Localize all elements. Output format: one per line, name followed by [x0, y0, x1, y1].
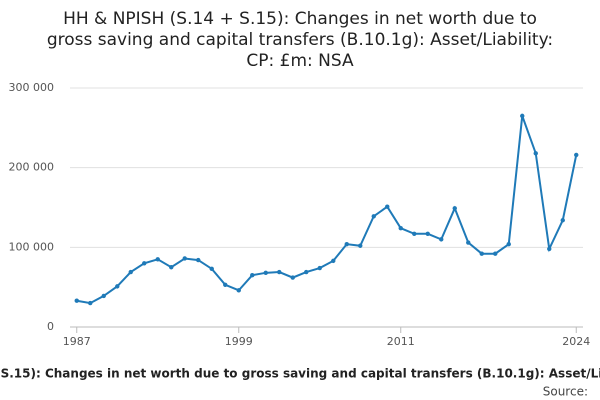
point [439, 237, 444, 242]
point [520, 113, 525, 119]
chart-title: CP: £m: NSA [246, 51, 354, 71]
x-tick-label: 1999 [225, 335, 253, 348]
point [358, 243, 363, 248]
chart-title: gross saving and capital transfers (B.10… [47, 30, 553, 50]
point [263, 270, 268, 276]
point [277, 269, 282, 275]
point [452, 206, 457, 211]
point [101, 293, 106, 299]
point [398, 226, 403, 231]
footer-title: HH & NPISH (S.14 + S.15): Changes in net… [0, 367, 600, 381]
point [412, 231, 417, 236]
point [250, 273, 255, 278]
point [236, 288, 241, 293]
y-tick-label: 0 [47, 320, 54, 333]
point [182, 256, 187, 261]
point [128, 269, 133, 275]
point [290, 275, 295, 280]
point [547, 246, 552, 252]
y-tick-label: 300 000 [9, 81, 55, 94]
series-line [76, 115, 578, 305]
point [209, 266, 214, 272]
y-tick-label: 100 000 [9, 240, 55, 253]
source: Source: [543, 385, 588, 399]
point [331, 258, 336, 264]
point [88, 300, 93, 306]
point [317, 265, 322, 271]
point [155, 257, 160, 262]
point [479, 251, 484, 256]
point [493, 251, 498, 256]
point [344, 241, 349, 247]
point [304, 269, 309, 275]
point [223, 282, 228, 287]
point [466, 240, 471, 245]
x-tick-label: 2024 [562, 335, 590, 348]
x-tick-label: 1987 [63, 335, 91, 348]
point [371, 214, 376, 219]
point [74, 298, 79, 303]
point [574, 152, 579, 158]
point [142, 261, 147, 266]
point [425, 231, 430, 236]
point [115, 284, 120, 289]
point [560, 218, 565, 223]
point [533, 151, 538, 156]
point [169, 265, 174, 270]
chart-title: HH & NPISH (S.14 + S.15): Changes in net… [63, 9, 537, 29]
point [385, 204, 390, 209]
point [196, 257, 201, 263]
x-tick-label: 2011 [387, 335, 415, 348]
y-tick-label: 200 000 [9, 161, 55, 174]
point [506, 241, 511, 247]
